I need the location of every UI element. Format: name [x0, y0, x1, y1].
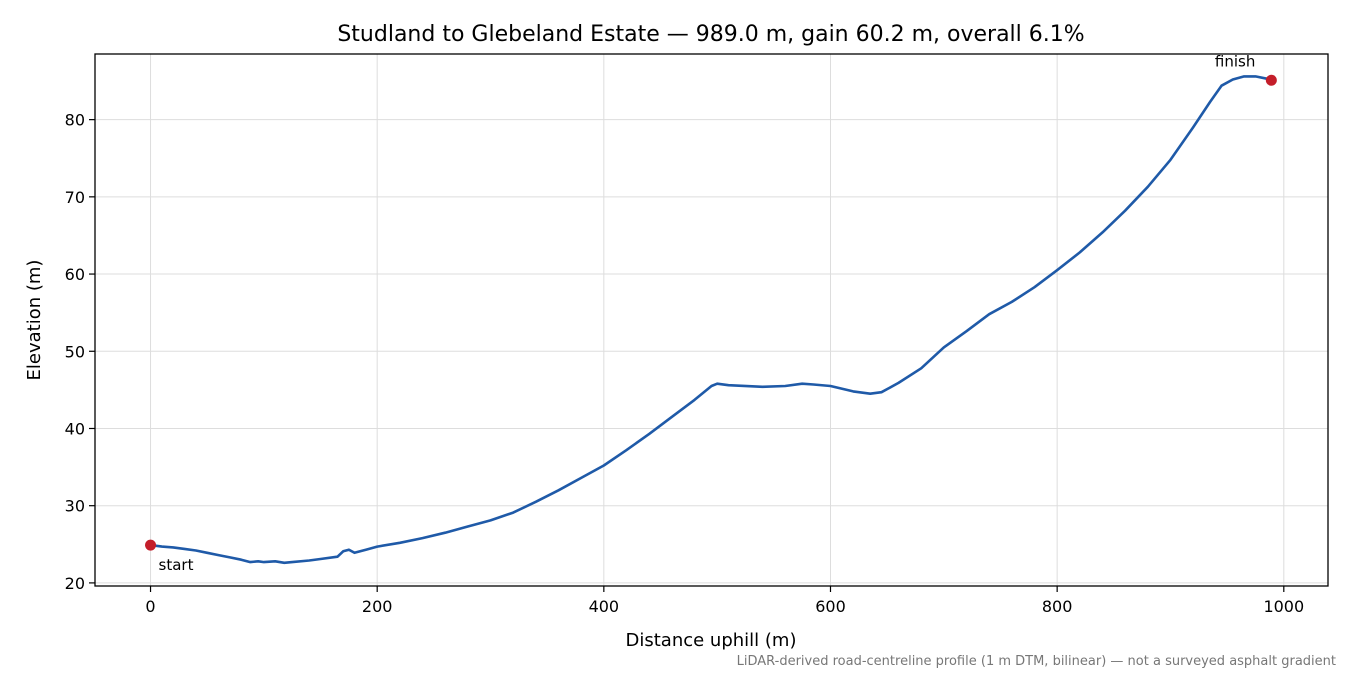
x-tick-label: 600	[815, 597, 846, 616]
y-tick-label: 50	[65, 342, 85, 361]
finish-label: finish	[1215, 52, 1255, 70]
y-tick-label: 40	[65, 419, 85, 438]
y-axis-label: Elevation (m)	[24, 260, 45, 381]
finish-point	[1265, 74, 1277, 86]
x-tick-label: 1000	[1263, 597, 1304, 616]
x-tick-label: 400	[589, 597, 620, 616]
x-tick-label: 0	[145, 597, 155, 616]
start-point	[145, 539, 157, 551]
start-label: start	[159, 556, 194, 574]
y-tick-label: 30	[65, 497, 85, 516]
x-tick-label: 800	[1042, 597, 1073, 616]
x-tick-label: 200	[362, 597, 393, 616]
grid-lines	[95, 54, 1328, 586]
route-markers: start finish	[145, 52, 1277, 574]
x-axis-label: Distance uphill (m)	[626, 630, 797, 651]
elevation-series	[149, 75, 1273, 565]
y-tick-label: 70	[65, 188, 85, 207]
elevation-line	[149, 75, 1273, 565]
y-tick-label: 20	[65, 574, 85, 593]
chart-title: Studland to Glebeland Estate — 989.0 m, …	[337, 22, 1084, 47]
y-tick-label: 60	[65, 265, 85, 284]
x-axis-ticks: 0 200 400 600 800 1000	[145, 586, 1304, 616]
source-footnote: LiDAR-derived road-centreline profile (1…	[737, 654, 1336, 669]
y-axis-ticks: 20 30 40 50 60 70 80	[65, 111, 95, 593]
plot-frame	[94, 53, 1329, 587]
y-tick-label: 80	[65, 111, 85, 130]
